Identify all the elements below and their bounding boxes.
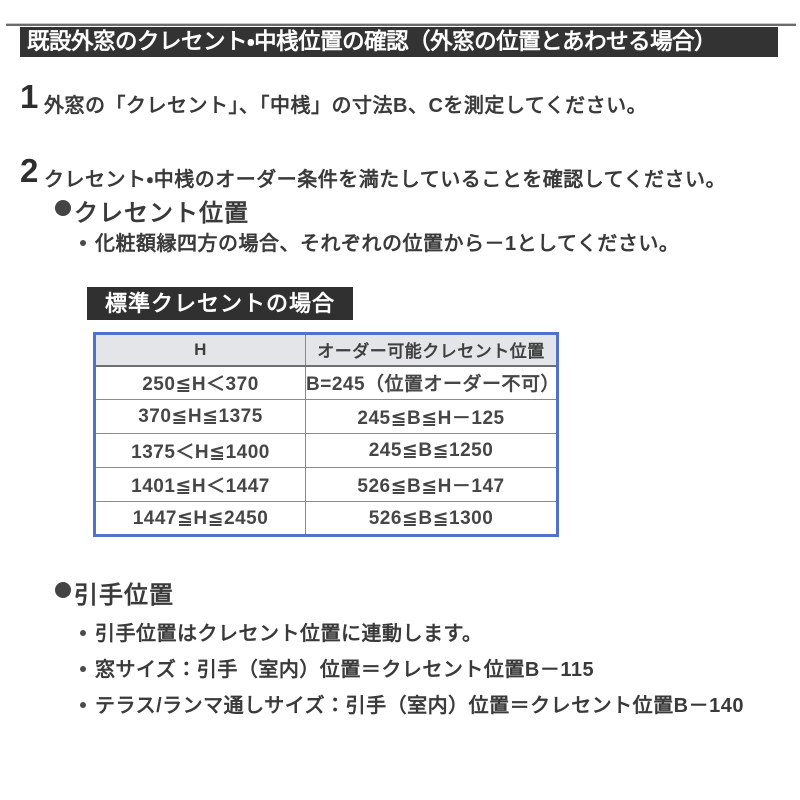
handle-note-text: テラス/ランマ通しサイズ：引手（室内）位置＝クレセント位置B－140	[95, 695, 744, 717]
table-cell-b-range: 526≦B≦H－147	[305, 467, 558, 502]
step-2-number: 2	[20, 152, 39, 189]
table-row: 1447≦H≦2450 526≦B≦1300	[94, 501, 558, 536]
table-header-row: H オーダー可能クレセント位置	[94, 333, 558, 367]
handle-position-heading: 引手位置	[74, 582, 174, 609]
table-cell-h-range: 1401≦H＜1447	[94, 467, 306, 502]
section-title-bar: 既設外窓のクレセント・中桟位置の確認（外窓の位置とあわせる場合）	[20, 27, 778, 57]
bullet-circle-icon	[55, 200, 71, 216]
step-1-text: 外窓の「クレセント」、「中桟」の寸法B、Cを測定してください。	[44, 95, 648, 117]
crescent-position-heading: クレセント位置	[74, 200, 249, 227]
bullet-dot-icon	[80, 629, 86, 636]
handle-note: 窓サイズ：引手（室内）位置＝クレセント位置B－115	[80, 653, 594, 682]
table-row: 1375＜H≦1400 245≦B≦1250	[94, 433, 558, 468]
table-cell-b-range: B=245（位置オーダー不可）	[305, 365, 560, 400]
table-cell-h-range: 370≦H≦1375	[94, 399, 306, 434]
table-cell-b-range: 526≦B≦1300	[305, 501, 558, 536]
table-header-h: H	[94, 333, 306, 367]
table-cell-b-range: 245≦B≦1250	[305, 433, 558, 468]
handle-note-text: 窓サイズ：引手（室内）位置＝クレセント位置B－115	[95, 659, 595, 681]
table-cell-h-range: 1447≦H≦2450	[94, 501, 306, 536]
table-header-order-position: オーダー可能クレセント位置	[305, 333, 558, 367]
standard-crescent-label: 標準クレセントの場合	[87, 287, 353, 320]
step-1-number: 1	[20, 78, 39, 115]
crescent-position-table: H オーダー可能クレセント位置 250≦H＜370 B=245（位置オーダー不可…	[93, 332, 560, 537]
section-title-text: 既設外窓のクレセント・中桟位置の確認（外窓の位置とあわせる場合）	[27, 29, 717, 54]
table-row: 1401≦H＜1447 526≦B≦H－147	[94, 467, 558, 502]
bullet-dot-icon	[80, 665, 86, 672]
bullet-dot-icon	[80, 239, 86, 246]
bullet-dot-icon	[80, 701, 86, 708]
handle-note: 引手位置はクレセント位置に連動します。	[80, 617, 483, 646]
table-cell-h-range: 1375＜H≦1400	[94, 433, 306, 468]
bullet-circle-icon	[55, 582, 71, 598]
crescent-note-text: 化粧額縁四方の場合、それぞれの位置から－1としてください。	[95, 233, 680, 255]
table-row: 250≦H＜370 B=245（位置オーダー不可）	[94, 365, 560, 400]
handle-note: テラス/ランマ通しサイズ：引手（室内）位置＝クレセント位置B－140	[80, 689, 744, 718]
top-divider	[6, 23, 796, 26]
step-2-text: クレセント・中桟のオーダー条件を満たしていることを確認してください。	[44, 169, 726, 191]
crescent-note: 化粧額縁四方の場合、それぞれの位置から－1としてください。	[80, 227, 679, 256]
table-row: 370≦H≦1375 245≦B≦H－125	[94, 399, 558, 434]
handle-note-text: 引手位置はクレセント位置に連動します。	[95, 623, 483, 645]
table-cell-h-range: 250≦H＜370	[94, 365, 306, 400]
table-cell-b-range: 245≦B≦H－125	[305, 399, 558, 434]
